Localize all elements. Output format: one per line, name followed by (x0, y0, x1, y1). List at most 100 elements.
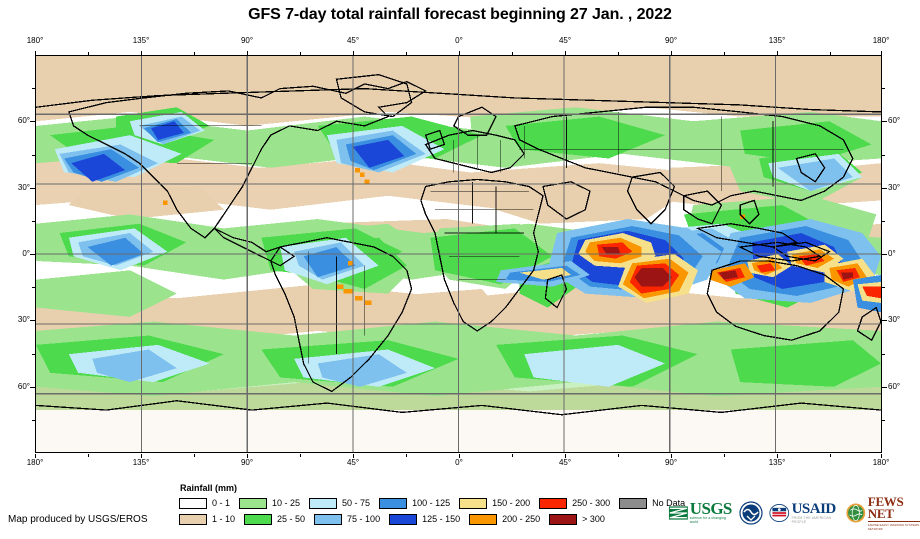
legend-item-150-200[interactable]: 150 - 200 (459, 497, 530, 509)
lon-tick-minor-top (830, 52, 831, 55)
legend-swatch-200-250 (469, 513, 498, 525)
legend-swatch-25-50 (244, 513, 273, 525)
lon-label-bottom-90w: 90° (240, 458, 254, 467)
legend-label-no-data: No Data (652, 498, 686, 508)
map-credit: Map produced by USGS/EROS (8, 514, 148, 525)
legend-item-10-25[interactable]: 10 - 25 (239, 497, 300, 509)
lon-tick-minor-bottom (830, 454, 831, 457)
lon-tick-bottom (141, 454, 142, 458)
legend-item-125-150[interactable]: 125 - 150 (389, 513, 460, 525)
lon-label-top-90e: 90° (664, 36, 678, 45)
usaid-logo[interactable]: USAID FROM THE AMERICAN PEOPLE (769, 499, 839, 527)
legend-label-1-10: 1 - 10 (212, 514, 236, 524)
lat-tick-minor-right (882, 420, 885, 421)
usaid-wordmark: USAID (791, 500, 837, 517)
legend-title: Rainfall (mm) (180, 483, 238, 493)
lon-tick-minor-top (88, 52, 89, 55)
legend-label-250-300: 250 - 300 (572, 498, 611, 508)
legend-item-100-125[interactable]: 100 - 125 (379, 497, 451, 509)
rainfall-raster-map (36, 56, 881, 452)
lon-tick-minor-bottom (618, 454, 619, 457)
usgs-logo[interactable]: USGS science for a changing world (668, 499, 733, 527)
legend-item-250-300[interactable]: 250 - 300 (539, 497, 611, 509)
lon-tick-top (353, 51, 354, 55)
lon-tick-minor-top (300, 52, 301, 55)
lat-tick-right (882, 254, 887, 255)
lon-label-bottom-0: 0° (455, 458, 463, 467)
lat-tick-right (882, 320, 887, 321)
noaa-logo[interactable] (739, 499, 763, 527)
noaa-seal-icon (739, 501, 763, 525)
lat-tick-left (30, 188, 35, 189)
lon-label-top-180w: 180° (26, 36, 44, 45)
lon-tick-bottom (565, 454, 566, 458)
lon-tick-minor-bottom (88, 454, 89, 457)
lon-tick-minor-top (512, 52, 513, 55)
legend-label-75-100: 75 - 100 (347, 514, 381, 524)
usgs-tagline: science for a changing world (689, 516, 726, 524)
lon-label-bottom-45e: 45° (558, 458, 572, 467)
lon-label-top-180e: 180° (872, 36, 890, 45)
map-plot-area[interactable] (35, 55, 882, 453)
lat-label-left-60n: 60° (17, 116, 30, 125)
lon-tick-top (777, 51, 778, 55)
lon-tick-bottom (777, 454, 778, 458)
lon-tick-top (671, 51, 672, 55)
legend-item-no-data[interactable]: No Data (619, 497, 686, 509)
legend-item-25-50[interactable]: 25 - 50 (244, 513, 306, 525)
lon-tick-minor-bottom (300, 454, 301, 457)
lon-label-top-0: 0° (455, 36, 463, 45)
usgs-wave-icon (668, 506, 688, 520)
lat-tick-left (30, 121, 35, 122)
usaid-seal-icon (769, 504, 790, 522)
lat-tick-minor-left (32, 287, 35, 288)
lat-tick-minor-right (882, 88, 885, 89)
legend-swatch-250-300 (539, 497, 568, 509)
lon-tick-minor-bottom (406, 454, 407, 457)
lon-tick-bottom (671, 454, 672, 458)
legend: Rainfall (mm) 0 - 1 10 - 25 50 - 75 100 … (179, 483, 694, 528)
lat-label-right-0: 0° (888, 249, 896, 258)
lon-tick-bottom (881, 454, 882, 458)
lon-tick-top (141, 51, 142, 55)
legend-item-50-75[interactable]: 50 - 75 (309, 497, 371, 509)
usaid-tagline: FROM THE AMERICAN PEOPLE (791, 515, 832, 524)
lat-tick-right (882, 387, 887, 388)
legend-label-50-75: 50 - 75 (342, 498, 371, 508)
legend-label-25-50: 25 - 50 (277, 514, 306, 524)
lat-label-left-0: 0° (22, 249, 30, 258)
lat-tick-minor-left (32, 420, 35, 421)
legend-item-0-1[interactable]: 0 - 1 (179, 497, 231, 509)
legend-swatch-150-200 (459, 497, 488, 509)
fewsnet-logo[interactable]: FEWS NET FAMINE EARLY WARNING SYSTEMS NE… (845, 493, 920, 531)
legend-swatch-no-data (619, 497, 648, 509)
legend-item-gt-300[interactable]: > 300 (549, 513, 605, 525)
lat-label-right-30s: 30° (888, 315, 901, 324)
page-title: GFS 7-day total rainfall forecast beginn… (248, 6, 672, 23)
usgs-wordmark: USGS (689, 499, 733, 518)
lat-label-right-60s: 60° (888, 382, 901, 391)
legend-swatch-1-10 (179, 513, 207, 525)
lat-label-right-60n: 60° (888, 116, 901, 125)
lat-tick-minor-left (32, 88, 35, 89)
fewsnet-wordmark: FEWS NET (867, 493, 904, 521)
legend-item-200-250[interactable]: 200 - 250 (469, 513, 540, 525)
lon-tick-minor-top (406, 52, 407, 55)
legend-swatch-0-1 (179, 497, 207, 509)
legend-item-75-100[interactable]: 75 - 100 (314, 513, 381, 525)
lat-tick-minor-left (32, 221, 35, 222)
lat-tick-minor-left (32, 155, 35, 156)
lat-tick-left (30, 320, 35, 321)
legend-item-1-10[interactable]: 1 - 10 (179, 513, 236, 525)
lat-tick-minor-right (882, 221, 885, 222)
lon-tick-minor-bottom (512, 454, 513, 457)
lon-tick-minor-top (194, 52, 195, 55)
lat-label-left-30n: 30° (17, 183, 30, 192)
legend-label-0-1: 0 - 1 (212, 498, 231, 508)
lat-tick-minor-right (882, 287, 885, 288)
legend-row-upper: 0 - 1 10 - 25 50 - 75 100 - 125 150 - 20… (179, 496, 694, 510)
lat-tick-minor-left (32, 354, 35, 355)
legend-label-100-125: 100 - 125 (412, 498, 451, 508)
lat-tick-right (882, 121, 887, 122)
